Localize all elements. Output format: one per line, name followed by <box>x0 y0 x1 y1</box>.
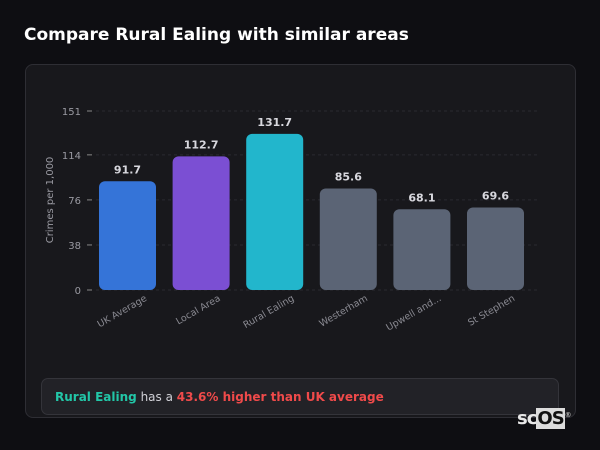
y-tick-label: 151 <box>62 107 81 118</box>
x-tick-label: Rural Ealing <box>242 293 297 331</box>
y-axis-label: Crimes per 1,000 <box>45 157 56 244</box>
x-tick-label: Upwell and... <box>384 293 443 333</box>
data-label: 91.7 <box>114 163 141 176</box>
summary-text: has a <box>136 390 177 404</box>
bar-st-stephen <box>467 207 524 290</box>
area-name: Rural Ealing <box>55 390 137 404</box>
summary-banner: Rural Ealing has a 43.6% higher than UK … <box>41 378 559 415</box>
x-tick-label: St Stephen <box>466 293 517 329</box>
y-tick-label: 76 <box>68 196 81 207</box>
bar-upwell-and- <box>393 209 451 290</box>
data-label: 69.6 <box>482 189 509 202</box>
data-label: 131.7 <box>257 116 292 129</box>
x-tick-label: Westerham <box>317 293 369 330</box>
y-tick-label: 114 <box>62 151 81 162</box>
bar-uk-average <box>99 181 156 290</box>
data-label: 85.6 <box>335 171 362 184</box>
bar-rural-ealing <box>246 133 304 290</box>
x-tick-label: Local Area <box>174 293 222 327</box>
logo: scOS® <box>517 408 572 429</box>
y-tick-label: 38 <box>68 241 81 252</box>
bar-local-area <box>172 156 230 290</box>
page-title: Compare Rural Ealing with similar areas <box>24 25 409 45</box>
data-label: 112.7 <box>184 138 219 151</box>
y-tick-label: 0 <box>75 286 81 297</box>
comparison-stat: 43.6% higher than UK average <box>176 390 384 404</box>
x-tick-label: UK Average <box>96 293 149 330</box>
data-label: 68.1 <box>408 191 435 204</box>
bar-westerham <box>319 188 377 290</box>
